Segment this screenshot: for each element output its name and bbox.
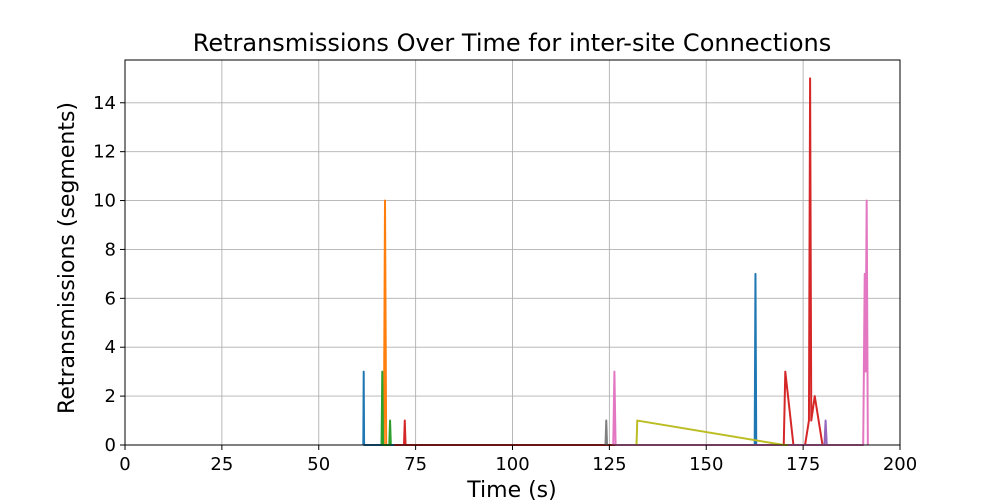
x-tick-label: 125 (592, 454, 626, 475)
axis-ticks: 0 25 50 75 100 125 150 175 200 0 2 4 6 8 10 12 14 (93, 93, 917, 475)
x-axis-label: Time (s) (466, 478, 556, 500)
grid-lines (124, 60, 901, 446)
y-tick-label: 0 (105, 435, 116, 456)
series-line-1 (362, 272, 761, 446)
chart-title: Retransmissions Over Time for inter-site… (193, 29, 831, 57)
x-tick-label: 0 (119, 454, 130, 475)
y-tick-label: 6 (105, 288, 116, 309)
x-tick-label: 100 (495, 454, 529, 475)
x-tick-label: 200 (883, 454, 917, 475)
y-tick-label: 14 (93, 93, 116, 114)
x-tick-label: 150 (689, 454, 723, 475)
y-tick-label: 12 (93, 142, 116, 163)
plot-frame (124, 59, 901, 446)
series-line-6 (612, 199, 869, 446)
series-line-8 (635, 419, 788, 446)
series-line-5 (823, 419, 828, 446)
data-series (362, 77, 869, 446)
y-tick-label: 10 (93, 191, 116, 212)
series-line-4 (394, 77, 827, 446)
y-tick-label: 8 (105, 239, 116, 260)
x-tick-label: 75 (404, 454, 427, 475)
x-tick-label: 50 (307, 454, 330, 475)
y-tick-label: 2 (105, 386, 116, 407)
y-axis-label: Retransmissions (segments) (55, 102, 80, 414)
y-tick-label: 4 (105, 337, 116, 358)
x-tick-label: 175 (786, 454, 820, 475)
x-tick-label: 25 (210, 454, 233, 475)
series-line-7 (604, 419, 609, 446)
series-line-2 (382, 199, 388, 446)
